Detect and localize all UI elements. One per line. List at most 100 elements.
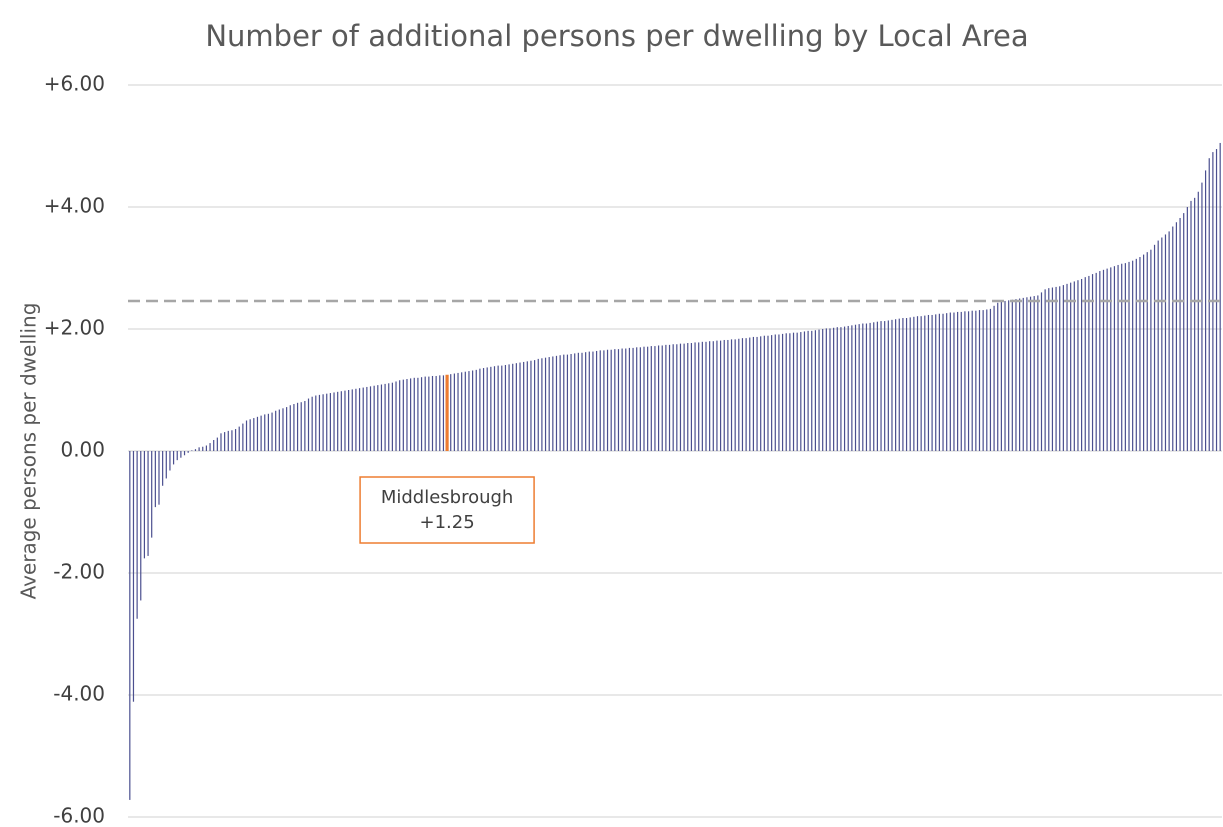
- bar: [781, 333, 784, 451]
- annotation-value: +1.25: [419, 512, 474, 533]
- bar: [905, 318, 908, 451]
- bar: [1150, 249, 1152, 451]
- bar: [176, 451, 178, 461]
- bar: [570, 354, 572, 451]
- bar: [989, 308, 992, 451]
- bar: [366, 386, 368, 451]
- bar: [534, 360, 536, 451]
- bar: [628, 347, 631, 451]
- bar: [194, 449, 197, 451]
- bar: [183, 451, 186, 456]
- bar: [592, 351, 594, 451]
- bar: [814, 330, 816, 451]
- bar: [760, 336, 762, 451]
- bar: [585, 352, 587, 451]
- bar: [278, 409, 280, 451]
- bar: [548, 357, 550, 451]
- bar: [172, 451, 175, 465]
- bar: [811, 330, 813, 451]
- bar: [698, 342, 700, 451]
- bar: [745, 338, 747, 451]
- bar: [307, 398, 310, 451]
- bar: [1113, 266, 1116, 451]
- bar: [380, 384, 383, 451]
- bar: [741, 338, 744, 451]
- bar: [504, 364, 507, 451]
- y-tick-label: -6.00: [53, 804, 105, 827]
- bar: [880, 321, 882, 451]
- bar: [424, 376, 426, 451]
- bar: [1157, 240, 1159, 451]
- bar: [1201, 182, 1203, 451]
- bar: [555, 355, 558, 451]
- bar: [154, 451, 156, 508]
- bar: [829, 328, 831, 451]
- chart-title: Number of additional persons per dwellin…: [205, 19, 1028, 53]
- bar: [322, 394, 324, 451]
- bar: [559, 355, 561, 451]
- bar: [1062, 285, 1064, 451]
- bar: [293, 404, 295, 451]
- bar: [256, 416, 259, 451]
- bar: [512, 363, 514, 451]
- bar: [716, 340, 718, 451]
- bar: [1121, 263, 1123, 451]
- bar: [165, 451, 167, 479]
- bar: [1172, 226, 1174, 451]
- bar: [205, 445, 208, 451]
- bar: [997, 302, 999, 451]
- bar: [1088, 275, 1090, 451]
- bar: [402, 379, 404, 451]
- bar: [709, 341, 711, 451]
- y-axis-label: Average persons per dwelling: [17, 303, 41, 600]
- bar: [563, 354, 565, 451]
- bar: [420, 377, 423, 451]
- bar: [1153, 244, 1156, 451]
- bar: [657, 345, 660, 451]
- bar: [672, 344, 674, 451]
- bar: [238, 426, 240, 451]
- bar: [935, 314, 937, 451]
- bar: [902, 318, 904, 451]
- bar: [796, 332, 798, 451]
- bar: [296, 402, 299, 451]
- bar: [129, 451, 131, 800]
- bar: [439, 375, 441, 451]
- bar: [1029, 296, 1032, 451]
- bar: [1070, 282, 1072, 451]
- bar: [468, 371, 470, 451]
- bar: [1183, 213, 1185, 451]
- bar: [942, 313, 944, 451]
- bar: [975, 310, 977, 451]
- bar: [1019, 298, 1021, 451]
- bar: [151, 451, 153, 538]
- bar: [1015, 299, 1017, 451]
- bar: [377, 385, 379, 451]
- bar: [1186, 207, 1188, 451]
- bar: [650, 346, 652, 451]
- bar: [202, 446, 204, 451]
- bar: [1026, 297, 1028, 451]
- bar: [574, 353, 576, 451]
- bar: [924, 315, 926, 451]
- bar: [847, 325, 849, 451]
- bar: [1194, 197, 1196, 451]
- bar: [957, 311, 959, 451]
- bar: [1011, 299, 1013, 451]
- bar: [326, 393, 328, 451]
- bar: [1132, 260, 1134, 451]
- bar: [843, 326, 846, 451]
- bar: [1197, 191, 1199, 451]
- bar: [1110, 267, 1112, 451]
- bar: [1175, 222, 1178, 451]
- bar: [260, 415, 262, 451]
- bar: [818, 329, 820, 451]
- bar: [800, 332, 802, 451]
- bar: [286, 407, 288, 451]
- y-tick-label: +4.00: [44, 194, 105, 218]
- bar: [369, 386, 372, 451]
- bar: [373, 385, 375, 451]
- bar: [938, 313, 940, 451]
- bar: [508, 364, 510, 451]
- bar: [132, 451, 135, 702]
